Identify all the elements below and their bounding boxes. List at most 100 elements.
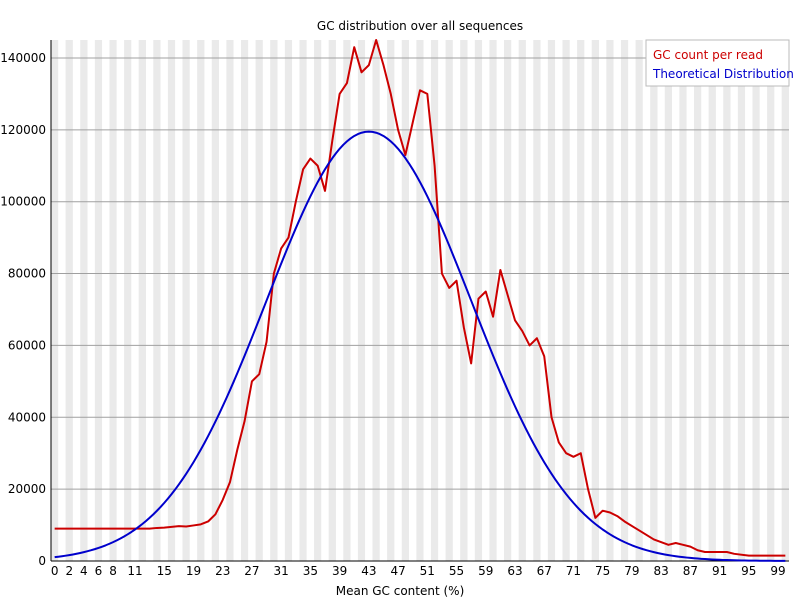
plot-stripe	[379, 40, 388, 561]
x-tick-label: 4	[80, 564, 88, 578]
plot-stripe	[591, 40, 600, 561]
plot-stripe	[701, 40, 709, 561]
x-tick-label: 75	[595, 564, 610, 578]
x-tick-label: 99	[770, 564, 785, 578]
plot-stripe	[65, 40, 73, 561]
plot-stripe	[175, 40, 183, 561]
plot-stripe	[387, 40, 395, 561]
plot-stripe	[452, 40, 461, 561]
plot-stripe	[372, 40, 380, 561]
x-tick-labels: 0 2 4 6 8 11 15 19 23 27 31 35 39 43 47 51 55 59 63 67 71 75 7…	[51, 564, 786, 578]
plot-stripe	[124, 40, 132, 561]
x-tick-label: 6	[95, 564, 103, 578]
plot-stripe	[357, 40, 366, 561]
plot-stripe	[672, 40, 680, 561]
plot-stripe	[482, 40, 490, 561]
plot-stripe	[409, 40, 417, 561]
plot-stripe	[299, 40, 307, 561]
plot-stripe	[94, 40, 103, 561]
plot-stripe	[87, 40, 95, 561]
plot-stripe	[504, 40, 512, 561]
plot-stripe	[145, 40, 154, 561]
y-tick-label: 0	[38, 554, 46, 568]
plot-stripe	[153, 40, 161, 561]
plot-stripe	[752, 40, 760, 561]
plot-stripe	[328, 40, 336, 561]
plot-stripe	[416, 40, 424, 561]
plot-stripe	[569, 40, 578, 561]
plot-stripe	[204, 40, 212, 561]
x-tick-label: 51	[420, 564, 435, 578]
x-tick-label: 8	[109, 564, 117, 578]
plot-stripe	[767, 40, 775, 561]
y-tick-label: 20000	[8, 482, 46, 496]
plot-stripe	[314, 40, 322, 561]
plot-stripe	[394, 40, 402, 561]
x-tick-label: 15	[157, 564, 172, 578]
plot-stripe	[577, 40, 585, 561]
plot-stripe	[745, 40, 753, 561]
plot-stripe	[255, 40, 263, 561]
plot-stripe	[350, 40, 358, 561]
plot-stripe	[58, 40, 66, 561]
plot-stripe	[226, 40, 234, 561]
plot-stripe	[642, 40, 651, 561]
plot-stripe	[562, 40, 570, 561]
plot-stripe	[233, 40, 241, 561]
x-tick-label: 55	[449, 564, 464, 578]
series-lines	[54, 39, 786, 562]
plot-stripe	[489, 40, 497, 561]
plot-stripe	[292, 40, 300, 561]
plot-stripe	[620, 40, 629, 561]
x-tick-label: 23	[215, 564, 230, 578]
x-tick-label: 43	[361, 564, 376, 578]
x-tick-label: 39	[332, 564, 347, 578]
plot-stripe	[759, 40, 768, 561]
plot-stripe	[270, 40, 278, 561]
plot-stripe	[723, 40, 731, 561]
plot-stripe	[460, 40, 468, 561]
x-tick-label: 59	[478, 564, 493, 578]
plot-stripe	[335, 40, 344, 561]
x-tick-label: 87	[683, 564, 698, 578]
plot-stripe	[635, 40, 643, 561]
plot-stripe	[547, 40, 556, 561]
plot-stripe	[102, 40, 110, 561]
plot-stripe	[365, 40, 373, 561]
plot-stripe	[664, 40, 673, 561]
plot-stripe	[606, 40, 614, 561]
y-tick-label: 140000	[0, 51, 46, 65]
plot-stripe	[657, 40, 665, 561]
y-tick-labels: 0 20000 40000 60000 80000 100000 120000 140000	[0, 51, 46, 568]
plot-stripe	[160, 40, 168, 561]
y-tick-label: 120000	[0, 123, 46, 137]
plot-stripe	[518, 40, 526, 561]
plot-stripe	[781, 40, 789, 561]
plot-stripe	[715, 40, 724, 561]
plot-stripe	[80, 40, 88, 561]
x-tick-label: 35	[303, 564, 318, 578]
plot-stripe	[430, 40, 439, 561]
axes	[50, 40, 789, 562]
plot-stripe	[109, 40, 117, 561]
x-tick-label: 71	[566, 564, 581, 578]
plot-stripe	[730, 40, 738, 561]
y-tick-label: 100000	[0, 195, 46, 209]
plot-stripe	[182, 40, 190, 561]
plot-stripe	[533, 40, 541, 561]
plot-stripe	[650, 40, 658, 561]
x-tick-label: 2	[65, 564, 73, 578]
x-tick-label: 67	[537, 564, 552, 578]
plot-stripe	[737, 40, 746, 561]
x-tick-label: 19	[186, 564, 201, 578]
plot-stripe	[116, 40, 125, 561]
y-tick-label: 40000	[8, 410, 46, 424]
plot-stripe	[613, 40, 621, 561]
legend-entry: GC count per read	[653, 48, 763, 62]
plot-stripe	[599, 40, 607, 561]
plot-stripe	[284, 40, 293, 561]
plot-stripe	[306, 40, 315, 561]
plot-stripe	[219, 40, 227, 561]
plot-stripe	[423, 40, 431, 561]
